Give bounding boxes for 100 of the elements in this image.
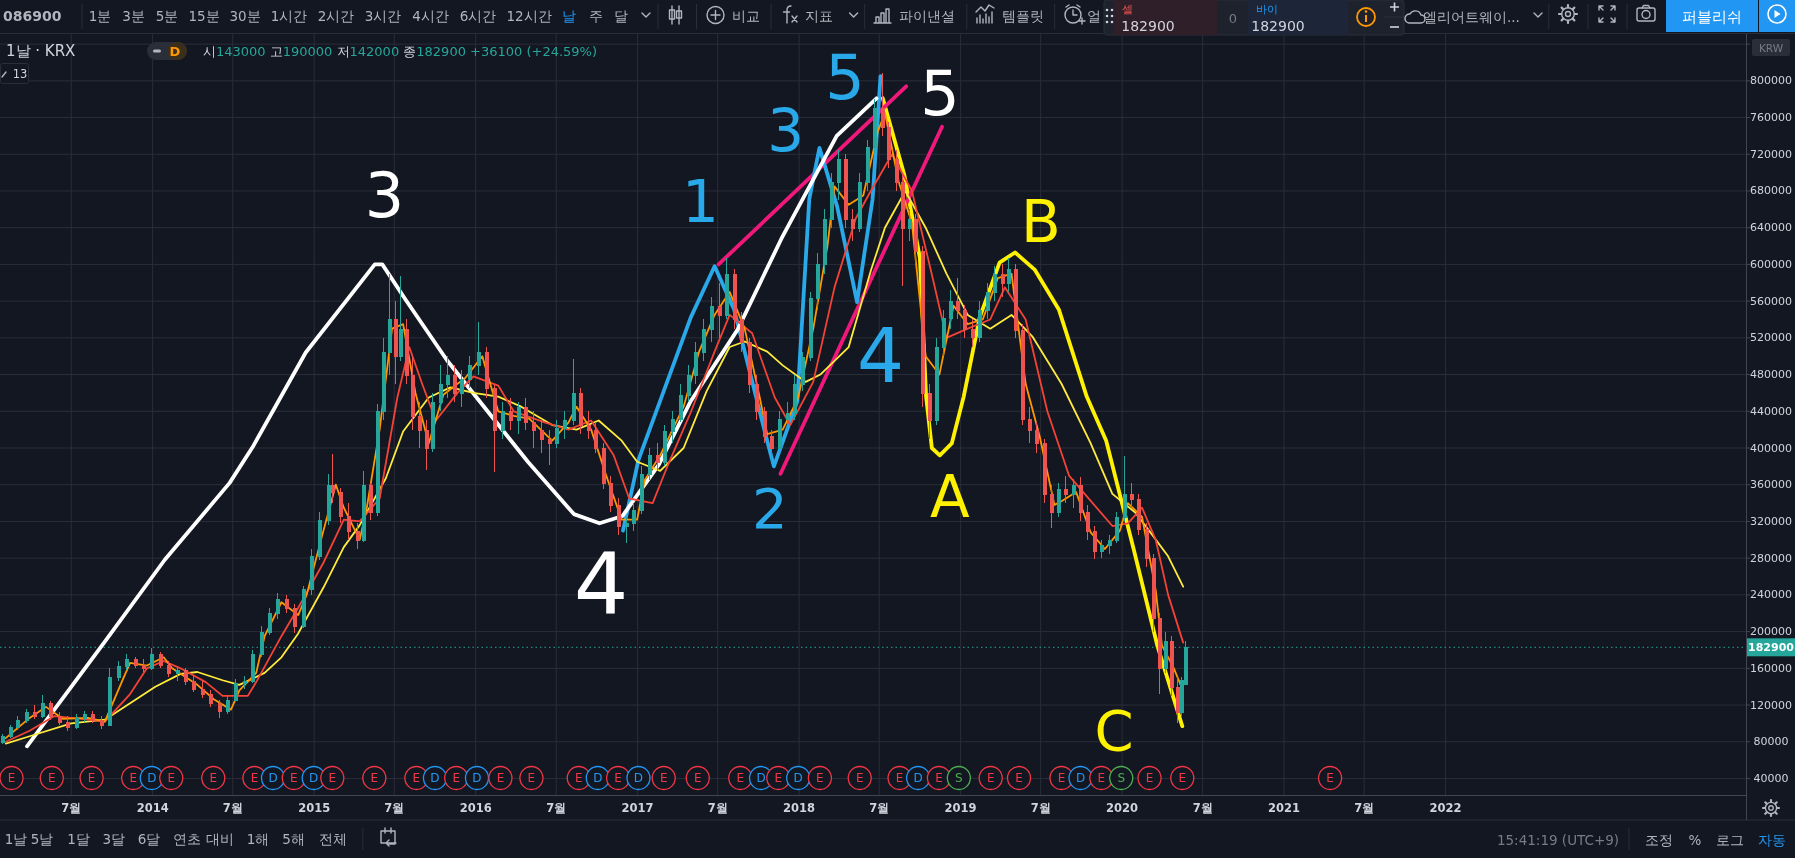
candlestick — [539, 418, 544, 454]
candlestick — [166, 660, 171, 678]
text: 주 — [588, 8, 603, 24]
y-tick-label: 440000 — [1750, 404, 1792, 418]
annotation: E — [1015, 771, 1023, 785]
annotation: E — [1178, 771, 1187, 785]
y-tick-label: 480000 — [1750, 368, 1792, 382]
annotation: E — [328, 771, 337, 785]
candlestick — [655, 442, 660, 472]
circle-badge: D — [786, 765, 811, 791]
text: 전체 — [319, 831, 347, 847]
circle-badge: S — [1109, 765, 1134, 791]
annotation: E — [693, 771, 702, 785]
annotation: S — [1117, 771, 1126, 785]
annotation: 1날 · KRX — [6, 42, 76, 60]
candlestick — [724, 257, 729, 320]
y-tick-label: 40000 — [1753, 771, 1789, 785]
candlestick — [1000, 263, 1005, 298]
candlestick — [571, 358, 576, 426]
candlestick — [275, 592, 280, 620]
candlestick — [330, 453, 335, 504]
text: 지표 — [805, 8, 833, 24]
text: 12시간 — [506, 8, 552, 24]
candlestick — [586, 410, 591, 440]
candlestick — [701, 318, 706, 362]
x-tick-label: 2014 — [136, 801, 169, 815]
x-tick-label: 2021 — [1268, 801, 1301, 815]
candlestick — [647, 447, 652, 481]
annotation: E — [1097, 771, 1106, 785]
circle-badge: E — [651, 765, 676, 791]
annotation: E — [167, 771, 176, 785]
candlestick — [8, 724, 13, 739]
circle-badge: E — [685, 765, 710, 791]
y-tick-label: 560000 — [1750, 294, 1792, 308]
text: % — [1688, 832, 1702, 848]
circle-badge: E — [320, 765, 345, 791]
text: 1날 — [4, 831, 28, 847]
candlestick — [267, 607, 272, 636]
candlestick — [1163, 631, 1168, 674]
candlestick — [709, 296, 714, 343]
candlestick — [836, 149, 841, 201]
candlestick — [492, 383, 497, 473]
candlestick — [124, 653, 129, 671]
circle-badge: E — [807, 765, 833, 791]
annotation: E — [412, 771, 421, 785]
candlestick — [326, 473, 331, 526]
annotation: 4 — [856, 313, 905, 399]
candlestick — [292, 603, 297, 634]
candlestick — [438, 364, 443, 412]
candlestick — [1092, 525, 1097, 560]
x-tick-label: 7월 — [707, 801, 728, 815]
y-tick-label: 600000 — [1750, 257, 1792, 271]
candlestick — [1042, 438, 1047, 504]
circle-badge: E — [606, 765, 631, 791]
candlestick — [670, 410, 675, 444]
candlestick — [430, 392, 435, 453]
annotation: D — [472, 771, 482, 785]
candlestick — [907, 208, 912, 242]
candlestick — [361, 470, 366, 543]
annotation: 3 — [364, 158, 405, 232]
y-tick-label: 720000 — [1750, 147, 1792, 161]
candlestick — [346, 502, 351, 541]
circle-badge: D — [422, 765, 448, 791]
y-tick-label: 280000 — [1750, 551, 1792, 565]
x-tick-label: 7월 — [222, 801, 243, 815]
annotation: S — [955, 771, 963, 785]
text: 0 — [1228, 10, 1238, 26]
candlestick — [624, 516, 629, 544]
annotation: E — [7, 771, 16, 785]
candlestick — [523, 397, 528, 431]
text: 파이낸셜 — [899, 8, 955, 24]
candlestick — [0, 733, 5, 745]
text: 1분 — [88, 8, 112, 24]
candlestick — [99, 715, 104, 730]
candlestick — [233, 678, 238, 702]
candlestick — [662, 424, 667, 467]
annotation: E — [614, 771, 622, 785]
candlestick — [992, 265, 997, 302]
y-tick-label: 680000 — [1750, 184, 1792, 198]
candlestick — [74, 713, 79, 730]
candlestick — [417, 401, 422, 449]
text: 셀 — [1122, 3, 1133, 15]
candlestick — [941, 309, 946, 357]
y-tick-label: 400000 — [1750, 441, 1792, 455]
candlestick — [927, 383, 932, 440]
annotation: D — [1075, 771, 1086, 785]
text: 4시간 — [412, 8, 449, 24]
text: 얼 — [1087, 8, 1101, 24]
candlestick — [398, 275, 403, 362]
candlestick — [1078, 476, 1083, 522]
text: 연초 대비 — [173, 831, 234, 847]
candlestick — [158, 651, 163, 669]
text: 자동 — [1758, 832, 1786, 848]
candlestick — [149, 647, 154, 671]
candlestick — [815, 252, 820, 311]
text: 15:41:19 (UTC+9) — [1496, 832, 1620, 848]
candlestick — [808, 291, 813, 362]
candlestick — [317, 511, 322, 561]
text: 비교 — [732, 8, 760, 24]
candlestick — [578, 387, 583, 435]
